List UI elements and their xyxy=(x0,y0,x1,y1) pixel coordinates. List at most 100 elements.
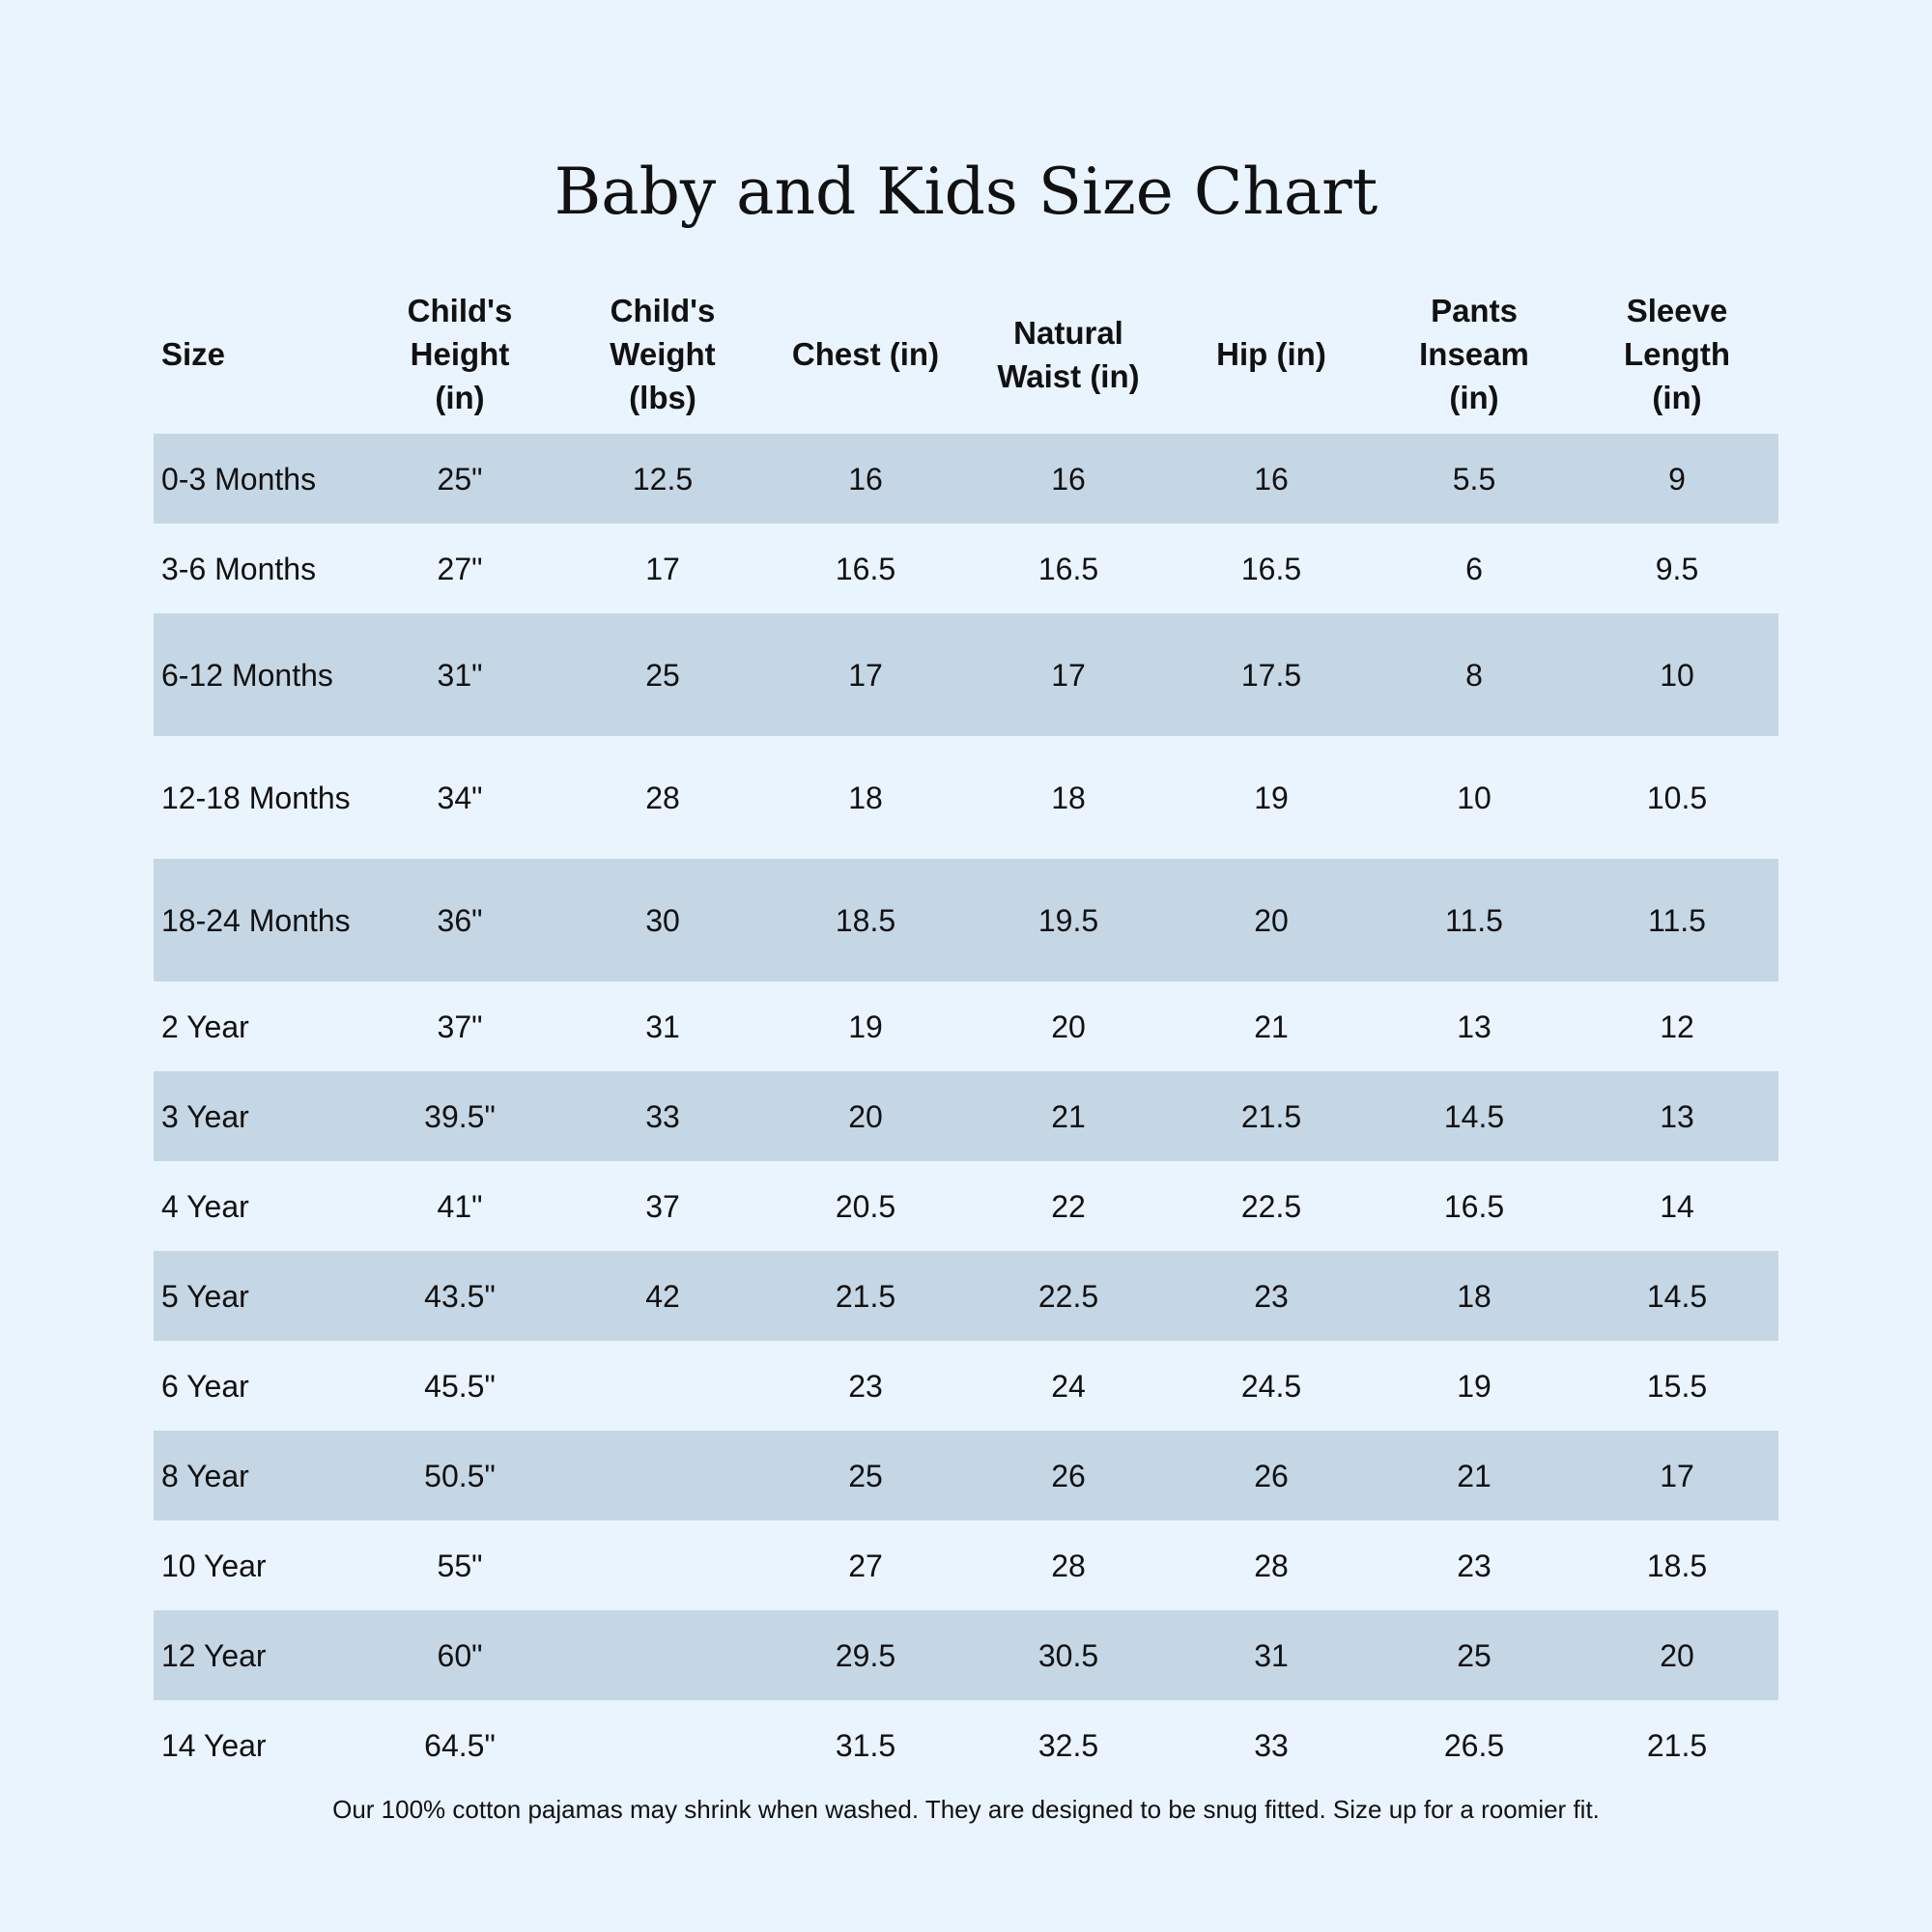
value-cell: 16 xyxy=(848,461,883,497)
value-cell: 8 xyxy=(1465,657,1483,693)
table-row: 8 Year 50.5" 25 26 26 21 17 xyxy=(154,1431,1778,1520)
value-cell: 18.5 xyxy=(1646,1548,1708,1583)
value-cell: 43.5" xyxy=(424,1278,496,1314)
value-cell: 16 xyxy=(1051,461,1086,497)
value-cell: 15.5 xyxy=(1646,1368,1708,1404)
size-cell: 2 Year xyxy=(161,1009,249,1044)
value-cell: 20 xyxy=(1660,1637,1694,1673)
value-cell: 18 xyxy=(848,780,883,815)
table-row: 5 Year 43.5" 42 21.5 22.5 23 18 14.5 xyxy=(154,1251,1778,1341)
value-cell: 42 xyxy=(645,1278,680,1314)
value-cell: 25 xyxy=(645,657,680,693)
value-cell: 16.5 xyxy=(1037,551,1099,586)
value-cell: 32.5 xyxy=(1037,1727,1099,1763)
value-cell: 28 xyxy=(1051,1548,1086,1583)
value-cell: 17.5 xyxy=(1240,657,1302,693)
column-header: Hip (in) xyxy=(1216,336,1326,372)
size-chart-table: Size Child's Height (in) Child's Weight (l… xyxy=(154,274,1778,1790)
value-cell: 31 xyxy=(1254,1637,1289,1673)
value-cell: 23 xyxy=(848,1368,883,1404)
value-cell: 16.5 xyxy=(835,551,896,586)
table-row: 14 Year 64.5" 31.5 32.5 33 26.5 21.5 xyxy=(154,1700,1778,1790)
table-row: 0-3 Months 25" 12.5 16 16 16 5.5 9 xyxy=(154,434,1778,524)
table-row: 2 Year 37" 31 19 20 21 13 12 xyxy=(154,981,1778,1071)
value-cell: 11.5 xyxy=(1445,902,1503,938)
column-header: Child's Height (in) xyxy=(407,293,513,415)
value-cell: 17 xyxy=(848,657,883,693)
value-cell: 21 xyxy=(1051,1098,1086,1134)
value-cell: 19 xyxy=(1457,1368,1492,1404)
size-cell: 0-3 Months xyxy=(161,461,317,497)
column-header: Pants Inseam (in) xyxy=(1419,293,1529,415)
value-cell: 30 xyxy=(645,902,680,938)
header-row: Size Child's Height (in) Child's Weight (l… xyxy=(154,274,1778,434)
value-cell: 19 xyxy=(848,1009,883,1044)
value-cell: 18.5 xyxy=(835,902,896,938)
value-cell: 9.5 xyxy=(1655,551,1699,586)
value-cell: 14.5 xyxy=(1443,1098,1505,1134)
value-cell xyxy=(561,1431,764,1520)
value-cell xyxy=(561,1341,764,1431)
value-cell: 36" xyxy=(437,902,483,938)
value-cell: 33 xyxy=(645,1098,680,1134)
value-cell: 23 xyxy=(1254,1278,1289,1314)
column-header: Natural Waist (in) xyxy=(997,314,1140,394)
size-cell: 18-24 Months xyxy=(161,902,351,938)
table-row: 4 Year 41" 37 20.5 22 22.5 16.5 14 xyxy=(154,1161,1778,1251)
value-cell: 29.5 xyxy=(835,1637,896,1673)
value-cell: 16.5 xyxy=(1443,1188,1505,1224)
value-cell: 50.5" xyxy=(424,1458,496,1493)
value-cell: 37 xyxy=(645,1188,680,1224)
value-cell: 18 xyxy=(1457,1278,1492,1314)
value-cell: 9 xyxy=(1668,461,1686,497)
value-cell: 18 xyxy=(1051,780,1086,815)
value-cell: 10 xyxy=(1660,657,1694,693)
table-row: 3 Year 39.5" 33 20 21 21.5 14.5 13 xyxy=(154,1071,1778,1161)
column-header: Child's Weight (lbs) xyxy=(610,293,716,415)
value-cell: 6 xyxy=(1465,551,1483,586)
table-row: 6-12 Months 31" 25 17 17 17.5 8 10 xyxy=(154,613,1778,736)
table-row: 10 Year 55" 27 28 28 23 18.5 xyxy=(154,1520,1778,1610)
value-cell: 26.5 xyxy=(1443,1727,1505,1763)
value-cell: 17 xyxy=(645,551,680,586)
table-row: 3-6 Months 27" 17 16.5 16.5 16.5 6 9.5 xyxy=(154,524,1778,613)
value-cell: 26 xyxy=(1254,1458,1289,1493)
value-cell: 21.5 xyxy=(835,1278,896,1314)
value-cell: 28 xyxy=(645,780,680,815)
value-cell: 37" xyxy=(437,1009,483,1044)
value-cell: 27" xyxy=(437,551,483,586)
size-cell: 6 Year xyxy=(161,1368,249,1404)
value-cell: 24.5 xyxy=(1240,1368,1302,1404)
size-cell: 10 Year xyxy=(161,1548,267,1583)
value-cell: 13 xyxy=(1660,1098,1694,1134)
value-cell: 33 xyxy=(1254,1727,1289,1763)
value-cell: 19.5 xyxy=(1037,902,1099,938)
value-cell: 22.5 xyxy=(1037,1278,1099,1314)
footer-note: Our 100% cotton pajamas may shrink when … xyxy=(332,1795,1600,1824)
size-cell: 6-12 Months xyxy=(161,657,333,693)
value-cell: 10.5 xyxy=(1646,780,1708,815)
value-cell: 60" xyxy=(437,1637,483,1673)
size-cell: 4 Year xyxy=(161,1188,249,1224)
table-row: 12-18 Months 34" 28 18 18 19 10 10.5 xyxy=(154,736,1778,859)
value-cell: 26 xyxy=(1051,1458,1086,1493)
value-cell: 39.5" xyxy=(424,1098,496,1134)
value-cell: 10 xyxy=(1457,780,1492,815)
value-cell xyxy=(561,1520,764,1610)
value-cell: 22 xyxy=(1051,1188,1086,1224)
value-cell: 28 xyxy=(1254,1548,1289,1583)
size-cell: 12 Year xyxy=(161,1637,267,1673)
value-cell: 41" xyxy=(437,1188,483,1224)
column-header: Size xyxy=(161,336,226,372)
value-cell: 14.5 xyxy=(1646,1278,1708,1314)
page-title: Baby and Kids Size Chart xyxy=(554,155,1378,229)
value-cell: 25 xyxy=(1457,1637,1492,1673)
value-cell: 22.5 xyxy=(1240,1188,1302,1224)
value-cell: 13 xyxy=(1457,1009,1492,1044)
value-cell: 25 xyxy=(848,1458,883,1493)
value-cell: 21.5 xyxy=(1240,1098,1302,1134)
value-cell: 45.5" xyxy=(424,1368,496,1404)
value-cell: 64.5" xyxy=(424,1727,496,1763)
value-cell: 31.5 xyxy=(835,1727,896,1763)
size-cell: 3 Year xyxy=(161,1098,249,1134)
